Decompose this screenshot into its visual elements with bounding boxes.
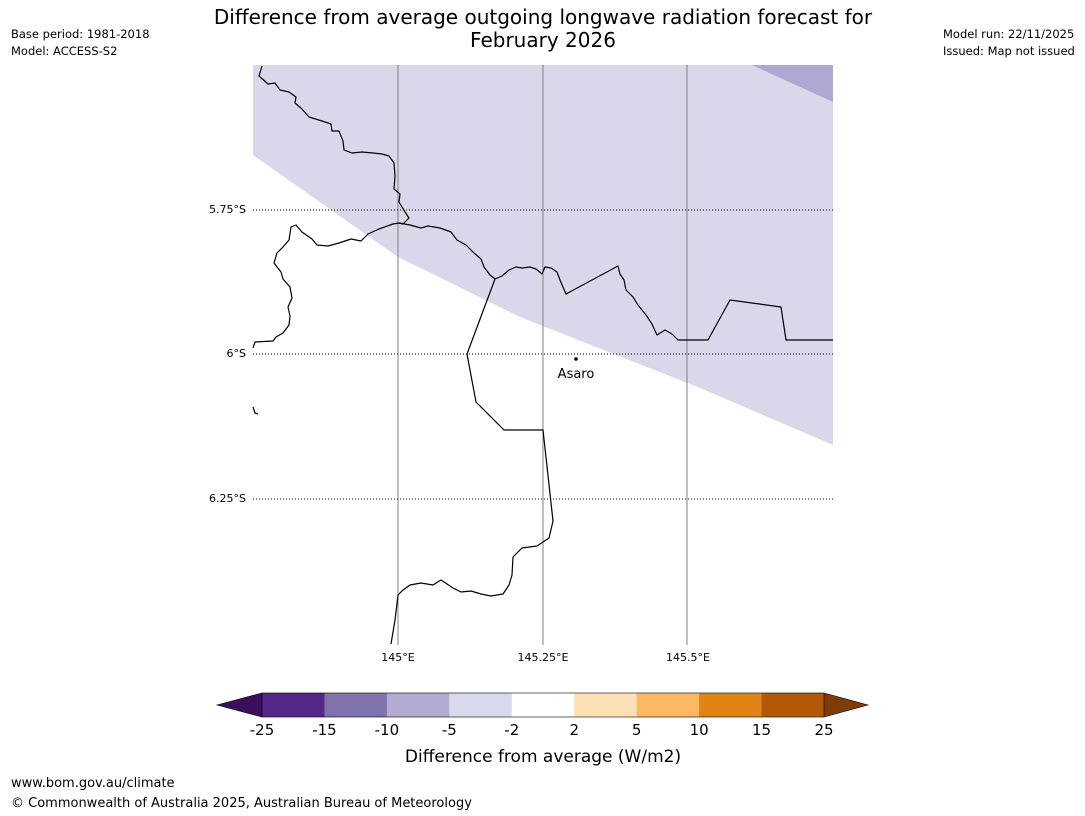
- colorbar-segment: [262, 693, 325, 717]
- left-edge-fragment: [252, 406, 259, 415]
- axis-labels: 5.75°S 6°S 6.25°S 145°E 145.25°E 145.5°E: [209, 203, 710, 664]
- map-title: Difference from average outgoing longwav…: [160, 6, 926, 52]
- footer-url: www.bom.gov.au/climate: [11, 776, 175, 791]
- model-text: Model: ACCESS-S2: [11, 44, 118, 58]
- colorbar-segment: [449, 693, 513, 717]
- colorbar-frame: [261, 692, 825, 718]
- colorbar-title: Difference from average (W/m2): [405, 747, 681, 767]
- ridge-boundary: [398, 222, 833, 341]
- boundary-lines: [252, 65, 833, 645]
- colorbar-tick-label: -5: [442, 721, 457, 739]
- lat-label-5-75s: 5.75°S: [209, 203, 246, 216]
- lat-label-6-25s: 6.25°S: [209, 492, 246, 505]
- title-line-1: Difference from average outgoing longwav…: [213, 5, 873, 29]
- lon-label-145-25e: 145.25°E: [518, 651, 569, 664]
- colorbar-tick-label: 25: [814, 721, 833, 739]
- asaro-label: Asaro: [558, 367, 595, 382]
- colorbar-tick-label: -10: [375, 721, 400, 739]
- metadata-right: Model run: 22/11/2025 Issued: Map not is…: [943, 26, 1075, 60]
- colorbar-tick-label: 10: [690, 721, 709, 739]
- colorbar-segment: [636, 693, 700, 717]
- colorbar-segment: [324, 693, 388, 717]
- longitude-gridlines: [397, 65, 688, 645]
- colorbar: -25 -15 -10 -5 -2 2 5 10 15 25 Difference from av…: [215, 692, 870, 767]
- anomaly-band-mid: [752, 65, 833, 102]
- asaro-marker: [574, 357, 578, 361]
- footer: www.bom.gov.au/climate © Commonwealth of…: [11, 774, 472, 814]
- model-run-text: Model run: 22/11/2025: [943, 27, 1075, 41]
- colorbar-segment: [761, 693, 825, 717]
- issued-text: Issued: Map not issued: [943, 44, 1075, 58]
- base-period-text: Base period: 1981-2018: [11, 27, 150, 41]
- lon-label-145-5e: 145.5°E: [666, 651, 710, 664]
- colorbar-tick-label: 15: [752, 721, 771, 739]
- colorbar-tick-label: -2: [504, 721, 519, 739]
- latitude-gridlines: [253, 209, 833, 500]
- metadata-left: Base period: 1981-2018 Model: ACCESS-S2: [11, 26, 150, 60]
- colorbar-extend-low: [215, 692, 263, 718]
- title-line-2: February 2026: [470, 28, 616, 52]
- colorbar-segment: [386, 693, 450, 717]
- footer-copyright: © Commonwealth of Australia 2025, Austra…: [11, 796, 472, 811]
- colorbar-segment: [574, 693, 637, 717]
- colorbar-segment: [511, 693, 575, 717]
- colorbar-segment: [699, 693, 762, 717]
- colorbar-tick-label: 5: [632, 721, 642, 739]
- province-boundary: [390, 278, 554, 645]
- lat-label-6s: 6°S: [227, 347, 246, 360]
- colorbar-tick-label: -15: [312, 721, 337, 739]
- colorbar-tick-label: 2: [569, 721, 579, 739]
- lon-label-145e: 145°E: [381, 651, 414, 664]
- colorbar-extend-high: [823, 692, 870, 718]
- colorbar-tick-label: -25: [250, 721, 275, 739]
